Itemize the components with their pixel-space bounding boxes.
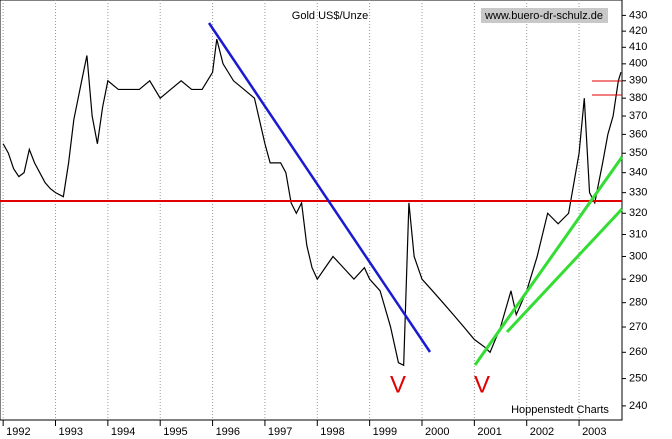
y-tick-label: 400	[629, 58, 647, 70]
y-tick-label: 380	[629, 92, 647, 104]
trend-line	[505, 207, 624, 334]
y-tick-label: 430	[629, 9, 647, 21]
source: Hoppenstedt Charts	[511, 404, 609, 416]
marks	[2, 39, 622, 367]
x-tick-label: 1993	[58, 426, 82, 438]
y-tick-label: 240	[629, 400, 647, 412]
price-line	[2, 39, 622, 367]
y-tick-label: 360	[629, 128, 647, 140]
trend-line	[207, 22, 432, 353]
y-tick-label: 410	[629, 41, 647, 53]
y-tick-label: 300	[629, 250, 647, 262]
y-tick-label: 310	[629, 228, 647, 240]
y-tick-label: 260	[629, 346, 647, 358]
x-tick-label: 2003	[582, 426, 606, 438]
y-tick-label: 320	[629, 207, 647, 219]
x-tick-label: 1992	[6, 426, 30, 438]
x-tick-label: 1995	[163, 426, 187, 438]
y-tick-label: 390	[629, 75, 647, 87]
grid	[2, 0, 626, 426]
y-tick-label: 330	[629, 187, 647, 199]
plot-frame	[0, 0, 623, 421]
x-tick-label: 2000	[425, 426, 449, 438]
chart-title: Gold US$/Unze	[292, 10, 368, 22]
y-tick-label: 270	[629, 321, 647, 333]
x-tick-label: 1998	[320, 426, 344, 438]
y-tick-label: 370	[629, 110, 647, 122]
x-tick-label: 1997	[268, 426, 292, 438]
url-box	[481, 8, 608, 23]
x-tick-label: 1994	[111, 426, 135, 438]
x-tick-label: 2001	[477, 426, 501, 438]
y-tick-label: 250	[629, 372, 647, 384]
y-tick-label: 350	[629, 147, 647, 159]
x-tick-label: 1996	[216, 426, 240, 438]
y-tick-label: 280	[629, 297, 647, 309]
x-tick-label: 2002	[530, 426, 554, 438]
y-tick-label: 340	[629, 167, 647, 179]
trend-line	[473, 156, 624, 366]
y-tick-label: 290	[629, 273, 647, 285]
v-marker: V	[474, 371, 490, 398]
y-tick-label: 420	[629, 25, 647, 37]
x-tick-label: 1999	[373, 426, 397, 438]
v-marker: V	[390, 371, 406, 398]
url: www.buero-dr-schulz.de	[484, 10, 603, 22]
